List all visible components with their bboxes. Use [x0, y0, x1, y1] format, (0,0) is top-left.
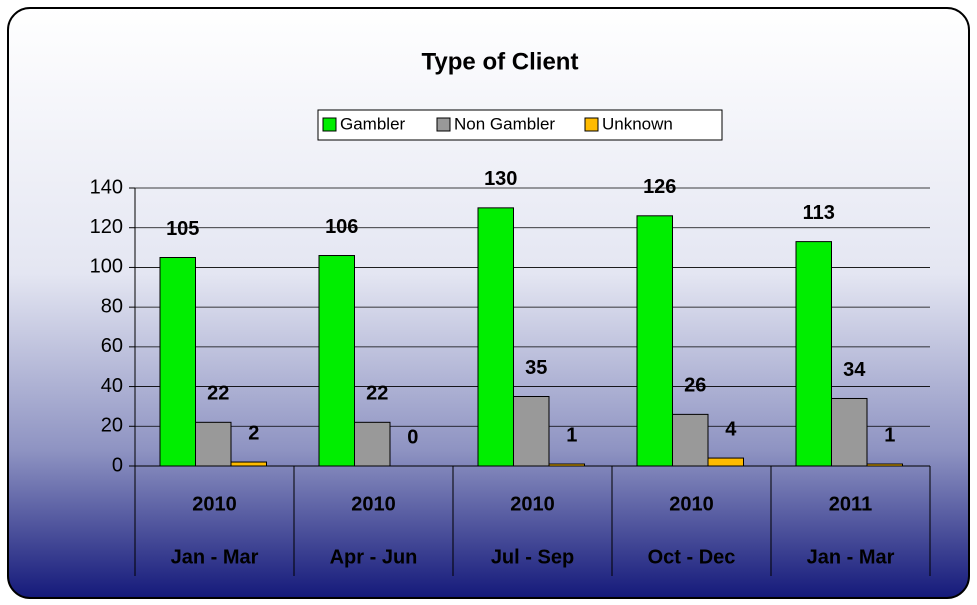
x-tick-label: Jan - Mar — [171, 546, 259, 568]
value-label: 34 — [843, 359, 866, 381]
y-tick-label: 40 — [101, 375, 123, 397]
x-group-label: 2010 — [669, 493, 714, 515]
value-label: 1 — [566, 424, 577, 446]
bar — [195, 421, 232, 467]
value-label: 106 — [325, 216, 358, 238]
value-label: 105 — [166, 218, 199, 240]
value-label: 22 — [207, 383, 229, 405]
x-tick-label: Jan - Mar — [807, 546, 895, 568]
x-group-label: 2010 — [192, 493, 237, 515]
bar — [672, 413, 709, 467]
value-label: 130 — [484, 168, 517, 190]
y-tick-label: 120 — [90, 216, 123, 238]
bar — [707, 457, 744, 467]
legend-label: Unknown — [602, 114, 673, 133]
y-tick-label: 20 — [101, 415, 123, 437]
y-tick-label: 140 — [90, 176, 123, 198]
value-label: 113 — [803, 202, 835, 224]
chart-title: Type of Client — [422, 48, 579, 75]
bar — [795, 241, 832, 467]
y-tick-label: 60 — [101, 335, 123, 357]
bar — [548, 463, 585, 467]
bar — [318, 255, 355, 467]
legend-label: Non Gambler — [454, 114, 555, 133]
legend-swatch — [436, 117, 451, 132]
value-label: 126 — [643, 176, 676, 198]
legend-swatch — [322, 117, 337, 132]
x-group-label: 2010 — [510, 493, 555, 515]
bar — [636, 215, 673, 467]
bar — [513, 396, 550, 467]
bar — [230, 461, 267, 467]
bar — [354, 421, 391, 467]
bar — [477, 207, 514, 467]
x-group-label: 2011 — [829, 493, 872, 515]
y-tick-label: 80 — [101, 295, 123, 317]
legend-label: Gambler — [340, 114, 406, 133]
x-group-label: 2010 — [351, 493, 396, 515]
value-label: 26 — [684, 375, 706, 397]
bar — [831, 397, 868, 467]
y-tick-label: 0 — [112, 454, 123, 476]
y-tick-label: 100 — [90, 256, 123, 278]
value-label: 35 — [525, 357, 547, 379]
legend-box — [317, 109, 723, 141]
x-tick-label: Apr - Jun — [330, 546, 418, 568]
x-tick-label: Jul - Sep — [491, 546, 574, 568]
value-label: 1 — [884, 424, 895, 446]
value-label: 4 — [725, 418, 737, 440]
bar — [866, 463, 903, 467]
value-label: 0 — [407, 426, 418, 448]
legend-swatch — [584, 117, 599, 132]
value-label: 22 — [366, 383, 388, 405]
x-tick-label: Oct - Dec — [648, 546, 736, 568]
value-label: 2 — [248, 422, 259, 444]
bar — [159, 257, 196, 467]
